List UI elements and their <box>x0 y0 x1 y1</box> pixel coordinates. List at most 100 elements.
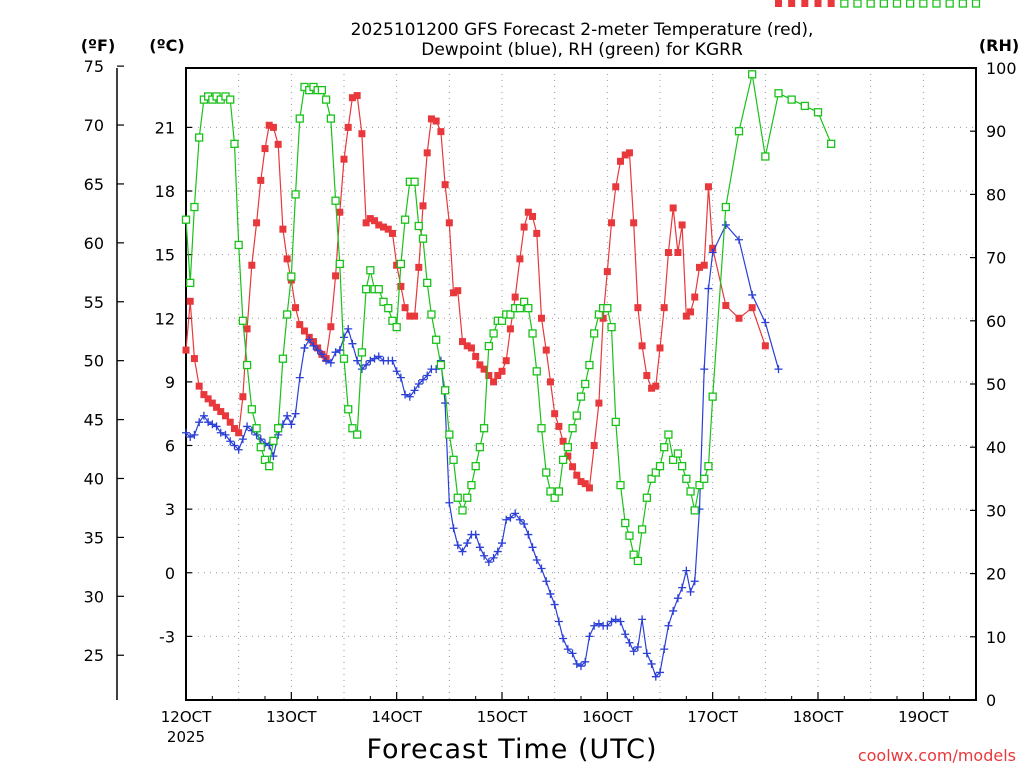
temperature-point <box>520 223 528 231</box>
rh-point <box>361 285 371 294</box>
rh-point <box>423 278 432 288</box>
temperature-point <box>253 219 261 227</box>
dewpoint-point <box>704 284 713 293</box>
rh-point <box>611 417 620 427</box>
rh-point <box>971 0 981 8</box>
temperature-point <box>494 372 502 380</box>
temperature-point <box>538 314 545 322</box>
temperature-point <box>265 121 273 129</box>
x-axis-label: Forecast Time (UTC) <box>366 734 657 765</box>
rh-point <box>906 0 915 8</box>
dewpoint-point <box>616 617 625 626</box>
rh-point <box>287 272 296 281</box>
temperature-point <box>801 0 809 7</box>
rh-point <box>633 556 643 566</box>
temperature-point <box>208 399 216 407</box>
temperature-point <box>406 312 414 320</box>
temperature-point <box>340 155 348 163</box>
rh-point <box>572 411 581 420</box>
dewpoint-point <box>594 619 603 628</box>
rh-point <box>787 95 796 104</box>
temperature-point <box>630 219 638 227</box>
rh-point <box>278 354 288 363</box>
rh-point <box>774 89 783 98</box>
rh-point <box>265 462 274 471</box>
series-temperature <box>182 0 980 492</box>
rh-point <box>418 234 428 243</box>
temperature-point <box>603 268 611 276</box>
rh-point <box>348 424 357 433</box>
temperature-point <box>529 212 537 220</box>
temperature-point <box>261 145 269 153</box>
temperature-point <box>595 399 603 407</box>
temperature-point <box>269 123 277 131</box>
rh-tick-label: 0 <box>986 691 996 710</box>
temperature-point <box>292 304 300 312</box>
rh-tick-label: 20 <box>986 565 1006 584</box>
rh-point <box>655 462 665 471</box>
dewpoint-point <box>682 566 691 575</box>
rh-point <box>677 462 687 471</box>
dewpoint-point <box>265 441 274 450</box>
rh-point <box>353 430 362 439</box>
rh-point <box>321 95 331 104</box>
dewpoint-point <box>335 346 344 355</box>
dewpoint-point <box>581 657 590 666</box>
temperature-point <box>467 344 475 352</box>
temperature-point <box>775 0 782 7</box>
rh-point <box>625 531 634 540</box>
rh-point <box>550 493 559 502</box>
dewpoint-point <box>489 553 498 562</box>
rh-point <box>230 139 239 148</box>
rh-point <box>607 322 616 332</box>
temperature-point <box>621 151 629 159</box>
rh-point <box>642 493 651 502</box>
temperature-point <box>401 304 409 312</box>
dewpoint-point <box>528 543 537 552</box>
rh-point <box>414 221 423 231</box>
celsius-tick-label: 9 <box>165 373 175 392</box>
rh-point <box>708 392 717 401</box>
temperature-point <box>656 344 664 352</box>
rh-point <box>344 405 353 414</box>
rh-point <box>721 202 730 212</box>
dewpoint-point <box>537 564 546 573</box>
dewpoint-point <box>182 428 190 437</box>
dewpoint-point <box>216 428 225 437</box>
rh-point <box>234 240 243 250</box>
rh-point <box>396 259 406 269</box>
data-series <box>181 0 981 681</box>
dewpoint-point <box>212 422 221 431</box>
dewpoint-point <box>498 539 506 548</box>
temperature-point <box>274 140 282 148</box>
series-rh <box>181 0 981 566</box>
temperature-point <box>411 312 419 320</box>
rh-point <box>484 341 493 351</box>
rh-point <box>260 455 270 464</box>
dewpoint-point <box>506 513 515 522</box>
axes <box>116 65 977 701</box>
temperature-point <box>788 0 796 7</box>
temperature-point <box>419 202 427 210</box>
dewpoint-point <box>563 645 572 654</box>
rh-point <box>238 316 248 325</box>
dewpoint-point <box>546 589 555 598</box>
temperature-point <box>423 149 431 157</box>
rh-point <box>400 215 410 224</box>
dewpoint-point <box>410 386 419 395</box>
dewpoint-point <box>441 399 450 408</box>
rh-point <box>427 310 436 319</box>
dewpoint-point <box>295 373 304 382</box>
temperature-point <box>625 149 633 157</box>
rh-point <box>542 468 551 477</box>
rh-point <box>252 424 261 433</box>
rh-point <box>475 443 485 452</box>
dewpoint-point <box>761 318 770 327</box>
temperature-point <box>485 372 493 380</box>
temperature-point <box>327 323 335 331</box>
dewpoint-point <box>559 634 568 643</box>
temperature-point <box>182 346 190 354</box>
dewpoint-point <box>340 333 348 342</box>
dewpoint-point <box>348 339 357 348</box>
temperature-point <box>371 217 379 225</box>
